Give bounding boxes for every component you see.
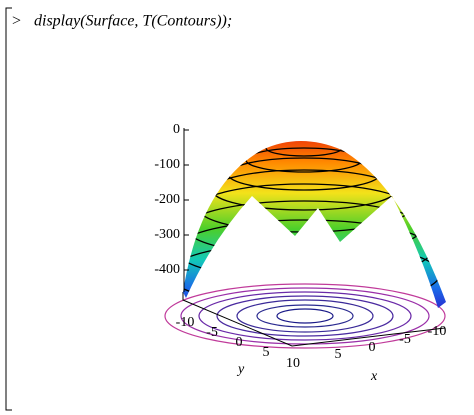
plot-3d[interactable] bbox=[164, 128, 450, 349]
prompt: > bbox=[12, 13, 21, 30]
x-tick-label: 0 bbox=[369, 340, 376, 355]
command[interactable]: display(Surface, T(Contours)); bbox=[34, 13, 232, 30]
z-tick-label: -300 bbox=[154, 227, 180, 242]
y-tick-label: 5 bbox=[263, 345, 270, 360]
z-tick-label: -400 bbox=[154, 262, 180, 277]
surface bbox=[183, 141, 446, 308]
y-tick-label: 10 bbox=[286, 356, 300, 371]
y-tick-label: -10 bbox=[176, 315, 195, 330]
x-tick-label: -5 bbox=[399, 332, 411, 347]
y-tick-label: 0 bbox=[236, 335, 243, 350]
y-axis-label: y bbox=[236, 362, 245, 377]
group-bracket bbox=[5, 7, 12, 411]
box-edges bbox=[182, 292, 446, 347]
x-axis-label: x bbox=[370, 369, 378, 384]
y-tick-label: -5 bbox=[206, 325, 218, 340]
z-tick-label: -100 bbox=[154, 157, 180, 172]
z-tick-label: -200 bbox=[154, 192, 180, 207]
z-tick-label: 0 bbox=[173, 122, 180, 137]
x-tick-label: 5 bbox=[335, 347, 342, 362]
x-tick-label: -10 bbox=[428, 324, 447, 339]
